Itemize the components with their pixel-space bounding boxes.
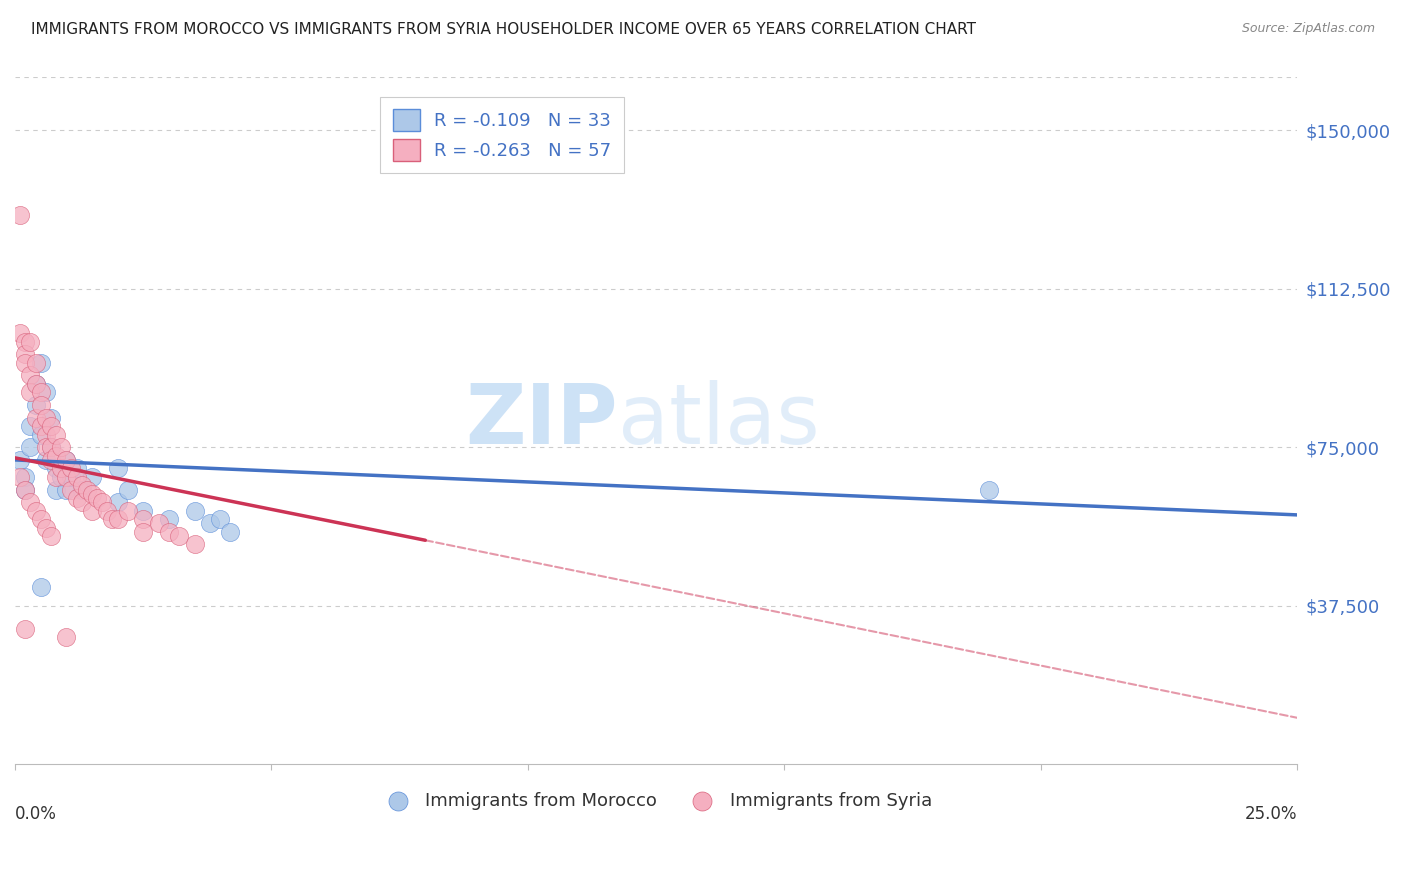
Point (65, 461, 87, 475)
Point (24, 504, 46, 518)
Point (101, 512, 124, 526)
Point (91, 495, 114, 509)
Point (148, 516, 170, 531)
Point (183, 537, 205, 551)
Point (24, 356, 46, 370)
Point (65, 470, 87, 484)
Point (39, 453, 62, 467)
Point (86, 491, 108, 505)
Point (132, 512, 155, 526)
Point (20, 495, 42, 509)
Point (39, 419, 62, 434)
Point (45, 449, 67, 463)
Point (20, 334, 42, 349)
Point (30, 398, 52, 412)
Point (80, 470, 103, 484)
Text: IMMIGRANTS FROM MOROCCO VS IMMIGRANTS FROM SYRIA HOUSEHOLDER INCOME OVER 65 YEAR: IMMIGRANTS FROM MOROCCO VS IMMIGRANTS FR… (31, 22, 976, 37)
Point (8, 208, 31, 222)
Point (157, 524, 180, 539)
Point (45, 461, 67, 475)
Point (14, 470, 37, 484)
Point (8, 470, 31, 484)
Point (45, 483, 67, 497)
Point (60, 461, 83, 475)
Point (14, 356, 37, 370)
Text: 25.0%: 25.0% (1244, 805, 1298, 823)
Point (39, 410, 62, 425)
Point (45, 470, 67, 484)
Point (35, 440, 58, 454)
Point (167, 529, 190, 543)
Point (65, 491, 87, 505)
Point (14, 622, 37, 636)
Point (219, 524, 242, 539)
Text: ZIP: ZIP (465, 380, 617, 461)
Text: atlas: atlas (617, 380, 820, 461)
Point (157, 512, 180, 526)
Point (35, 427, 58, 442)
Text: Source: ZipAtlas.com: Source: ZipAtlas.com (1241, 22, 1375, 36)
Point (55, 470, 77, 484)
Point (96, 504, 118, 518)
Point (55, 453, 77, 467)
Point (45, 427, 67, 442)
Point (55, 631, 77, 645)
Point (14, 483, 37, 497)
Point (132, 524, 155, 539)
Point (107, 495, 129, 509)
Point (24, 398, 46, 412)
Point (14, 334, 37, 349)
Point (30, 512, 52, 526)
Point (8, 453, 31, 467)
Point (60, 483, 83, 497)
Point (14, 347, 37, 361)
Point (30, 385, 52, 400)
Point (979, 483, 1001, 497)
Point (70, 495, 93, 509)
Point (35, 453, 58, 467)
Point (60, 470, 83, 484)
Point (39, 440, 62, 454)
Point (117, 483, 139, 497)
Point (80, 504, 103, 518)
Point (39, 440, 62, 454)
Point (30, 356, 52, 370)
Point (24, 376, 46, 391)
Point (24, 376, 46, 391)
Point (209, 512, 232, 526)
Point (70, 478, 93, 492)
Point (49, 461, 72, 475)
Point (20, 385, 42, 400)
Point (20, 368, 42, 383)
Point (70, 483, 93, 497)
Point (55, 453, 77, 467)
Point (30, 427, 52, 442)
Legend: Immigrants from Morocco, Immigrants from Syria: Immigrants from Morocco, Immigrants from… (373, 785, 939, 817)
Point (55, 483, 77, 497)
Point (14, 483, 37, 497)
Point (39, 529, 62, 543)
Point (30, 580, 52, 594)
Text: 0.0%: 0.0% (15, 805, 56, 823)
Point (35, 520, 58, 534)
Point (76, 483, 98, 497)
Point (30, 419, 52, 434)
Point (49, 440, 72, 454)
Point (24, 410, 46, 425)
Point (20, 440, 42, 454)
Point (35, 410, 58, 425)
Point (80, 487, 103, 501)
Point (117, 504, 139, 518)
Point (8, 326, 31, 340)
Point (132, 504, 155, 518)
Point (20, 419, 42, 434)
Point (49, 470, 72, 484)
Point (107, 512, 129, 526)
Point (107, 461, 129, 475)
Point (35, 385, 58, 400)
Point (198, 516, 221, 531)
Point (183, 504, 205, 518)
